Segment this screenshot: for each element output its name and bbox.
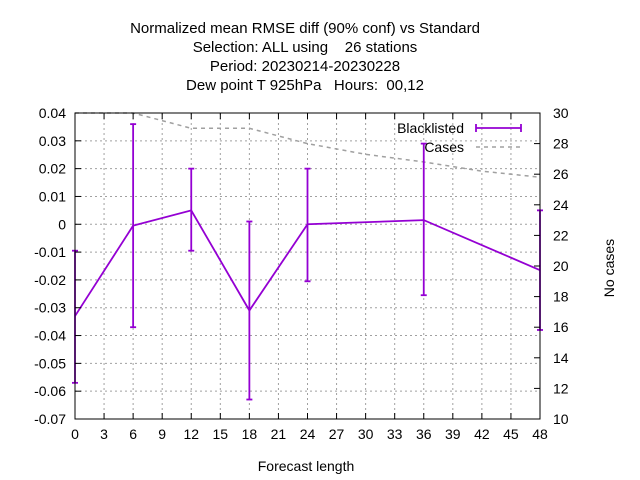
y-tick-label-6: -0.01 [34, 244, 66, 260]
x-tick-label-13: 39 [445, 426, 461, 442]
x-tick-label-5: 15 [213, 426, 229, 442]
y-axis-ticks: -0.07 -0.06 -0.05 -0.04 -0.03 -0.02 -0.01 0 0.01… [34, 105, 81, 427]
x-tick-label-4: 12 [183, 426, 199, 442]
x-tick-label-15: 45 [503, 426, 519, 442]
y-tick-label-5: -0.02 [34, 272, 66, 288]
title-line-4: Dew point T 925hPa Hours: 00,12 [186, 77, 424, 94]
y2-tick-label-5: 20 [553, 258, 569, 274]
y2-tick-label-6: 22 [553, 227, 569, 243]
y2-axis-label: No cases [601, 239, 617, 297]
x-tick-label-1: 3 [100, 426, 108, 442]
legend-label-blacklisted: Blacklisted [397, 120, 464, 136]
x-tick-label-8: 24 [300, 426, 316, 442]
x-tick-label-7: 21 [271, 426, 287, 442]
x-axis-ticks: 0 3 6 9 12 15 18 21 24 27 30 33 36 39 42 45 48 [71, 113, 548, 442]
y2-tick-label-2: 14 [553, 350, 569, 366]
legend-sample-blacklisted [475, 124, 522, 132]
x-tick-label-3: 9 [158, 426, 166, 442]
y-tick-label-9: 0.02 [39, 161, 66, 177]
cases-line [75, 112, 541, 179]
y-tick-label-7: 0 [58, 216, 66, 232]
y-tick-label-0: -0.07 [34, 411, 66, 427]
x-tick-label-11: 33 [387, 426, 403, 442]
y-tick-label-11: 0.04 [39, 105, 66, 121]
y-tick-label-4: -0.03 [34, 300, 66, 316]
x-tick-label-0: 0 [71, 426, 79, 442]
y-tick-label-1: -0.06 [34, 383, 66, 399]
y-tick-label-3: -0.04 [34, 328, 66, 344]
y2-tick-label-9: 28 [553, 136, 569, 152]
y2-tick-label-4: 18 [553, 289, 569, 305]
y2-tick-label-0: 10 [553, 411, 569, 427]
x-tick-label-16: 48 [532, 426, 548, 442]
y2-tick-label-8: 26 [553, 166, 569, 182]
x-tick-label-6: 18 [242, 426, 258, 442]
title-line-3: Period: 20230214-20230228 [210, 58, 400, 75]
y2-tick-label-7: 24 [553, 197, 569, 213]
y2-tick-label-1: 12 [553, 380, 569, 396]
x-axis-label: Forecast length [258, 458, 355, 474]
y-tick-label-2: -0.05 [34, 355, 66, 371]
x-tick-label-10: 30 [358, 426, 374, 442]
y2-tick-label-3: 16 [553, 319, 569, 335]
y-tick-label-10: 0.03 [39, 133, 66, 149]
grid [75, 113, 540, 419]
title-line-2: Selection: ALL using 26 stations [193, 39, 418, 56]
y2-axis-ticks: 10 12 14 16 18 20 22 24 26 28 30 [534, 105, 569, 427]
y2-tick-label-10: 30 [553, 105, 569, 121]
chart-title: Normalized mean RMSE diff (90% conf) vs … [130, 20, 480, 94]
x-tick-label-12: 36 [416, 426, 432, 442]
legend: Blacklisted Cases [397, 120, 522, 155]
x-tick-label-2: 6 [129, 426, 137, 442]
cases-series [75, 112, 541, 179]
x-tick-label-14: 42 [474, 426, 490, 442]
title-line-1: Normalized mean RMSE diff (90% conf) vs … [130, 20, 480, 37]
legend-label-cases: Cases [424, 139, 464, 155]
y-tick-label-8: 0.01 [39, 188, 66, 204]
x-tick-label-9: 27 [329, 426, 345, 442]
